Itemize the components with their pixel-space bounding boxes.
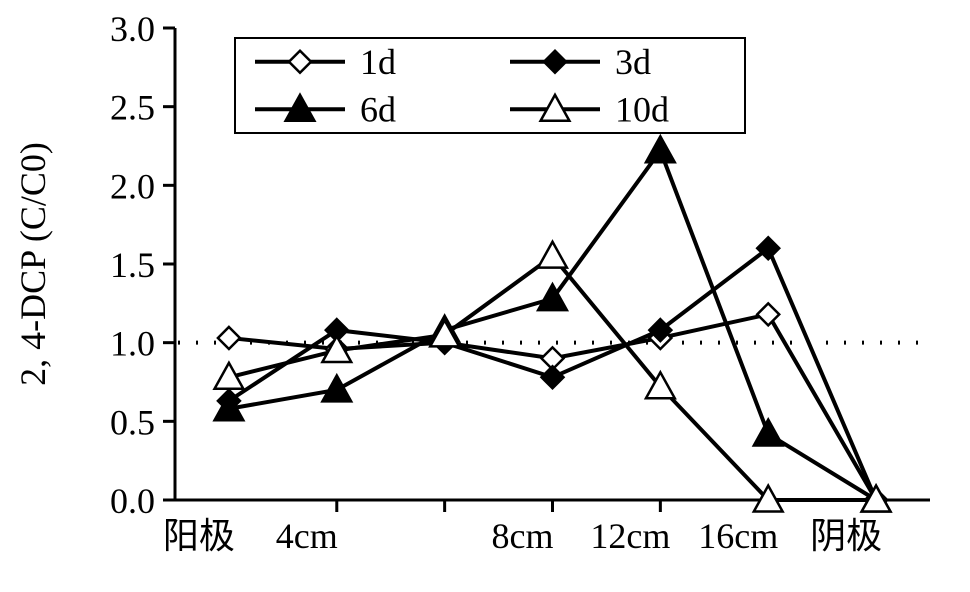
line-chart: 0.0 0.5 1.0 1.5 2.0 2.5 3.0 阳极 4cm 8cm 12cm 16cm 阴极 2… xyxy=(0,0,970,592)
series-6d xyxy=(215,136,891,511)
y-tick-label: 2.5 xyxy=(110,88,155,128)
series-3d xyxy=(218,237,887,511)
legend: 1d 3d 6d 10d xyxy=(235,38,745,133)
x-tick-label: 4cm xyxy=(276,516,338,556)
y-tick-label: 1.0 xyxy=(110,324,155,364)
y-tick-label: 3.0 xyxy=(110,9,155,49)
y-tick-label: 0.0 xyxy=(110,481,155,521)
legend-label: 1d xyxy=(360,42,396,82)
legend-label: 6d xyxy=(360,89,396,129)
x-tick-label: 阳极 xyxy=(163,516,235,556)
series-1d xyxy=(218,303,887,511)
x-tick-label: 16cm xyxy=(698,516,778,556)
chart-container: 0.0 0.5 1.0 1.5 2.0 2.5 3.0 阳极 4cm 8cm 12cm 16cm 阴极 2… xyxy=(0,0,970,592)
y-tick-label: 1.5 xyxy=(110,245,155,285)
legend-label: 10d xyxy=(615,89,669,129)
y-tick-label: 2.0 xyxy=(110,166,155,206)
x-tick-label: 12cm xyxy=(590,516,670,556)
x-tick-label: 阴极 xyxy=(810,516,882,556)
legend-label: 3d xyxy=(615,42,651,82)
y-tick-label: 0.5 xyxy=(110,402,155,442)
x-tick-label: 8cm xyxy=(492,516,554,556)
y-axis-label: 2, 4-DCP (C/C0) xyxy=(13,142,53,386)
